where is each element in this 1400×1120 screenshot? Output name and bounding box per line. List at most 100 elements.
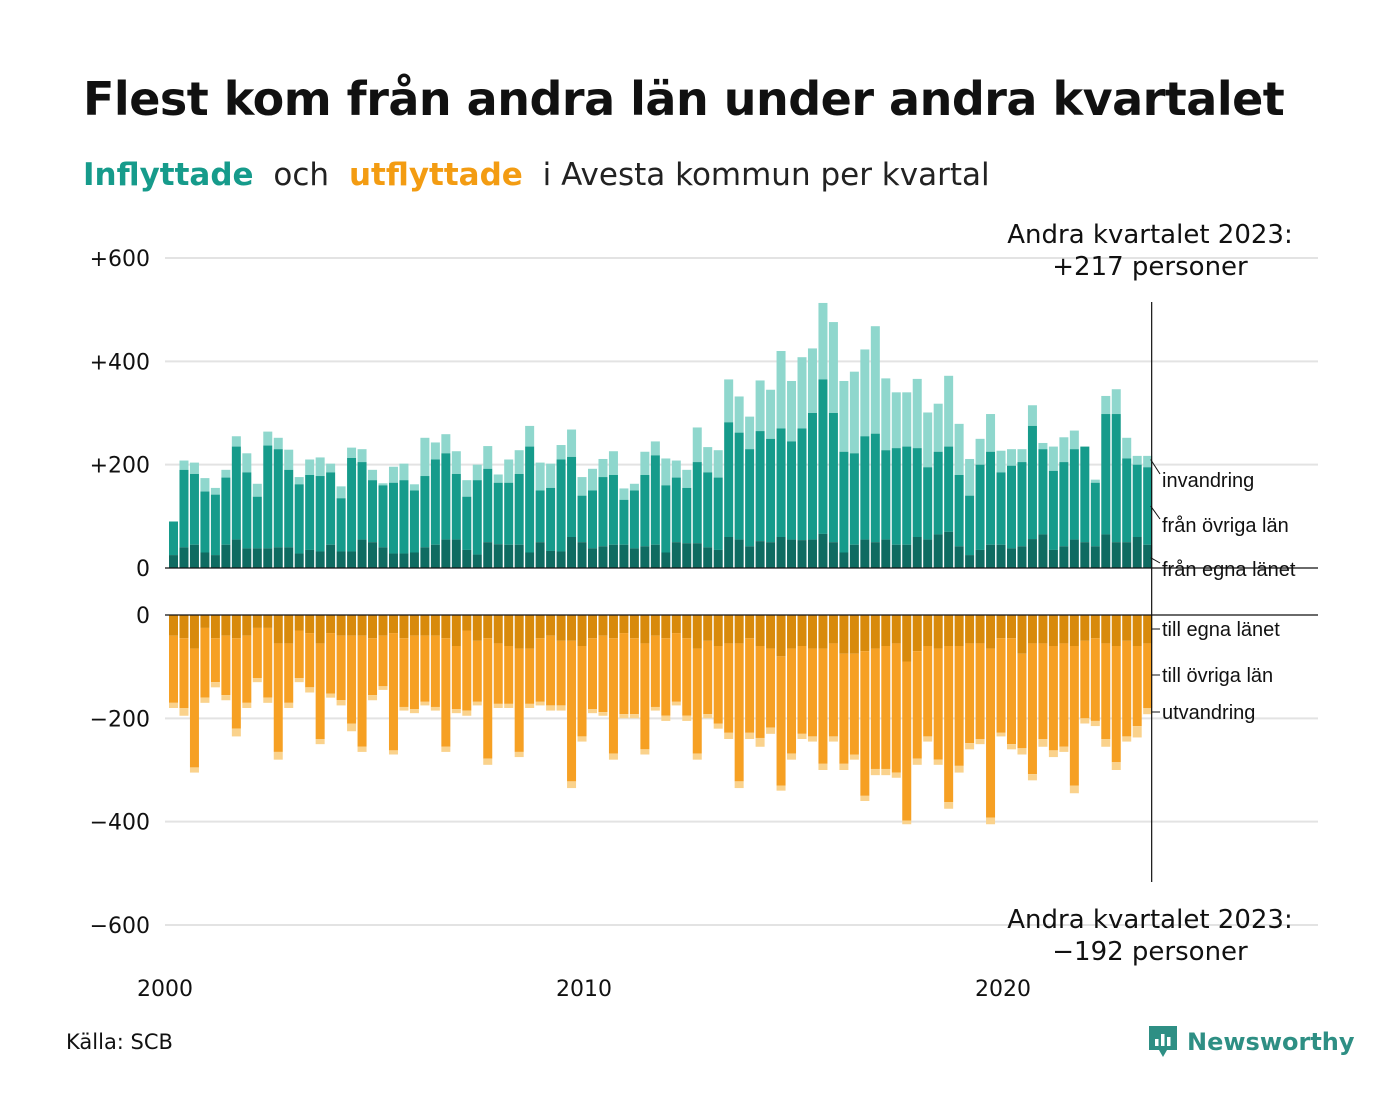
bar-out-emigration [650, 706, 660, 711]
bar-out-local [273, 615, 283, 644]
bar-out-emigration [504, 703, 514, 708]
bar-out-domestic [284, 643, 294, 703]
bar-in-domestic [682, 487, 692, 544]
bar-in-domestic [231, 446, 241, 540]
bar-in-immigration [755, 380, 765, 432]
bar-in-immigration [713, 450, 723, 478]
bar-out-local [776, 615, 786, 657]
bar-in-immigration [870, 326, 880, 434]
bar-out-emigration [1038, 739, 1048, 747]
bar-in-immigration [221, 469, 231, 478]
bar-in-local [996, 544, 1006, 568]
y-tick-label: −400 [90, 811, 150, 836]
bar-in-domestic [650, 455, 660, 545]
bar-in-local [336, 551, 346, 568]
bar-out-emigration [577, 736, 587, 742]
bar-out-local [420, 615, 430, 636]
bar-out-emigration [661, 715, 671, 721]
bar-out-local [567, 615, 577, 641]
bar-out-local [755, 615, 765, 646]
bar-in-immigration [588, 468, 597, 491]
bar-out-local [891, 615, 901, 644]
bar-out-emigration [472, 701, 482, 706]
bar-out-local [807, 615, 817, 649]
bar-out-local [294, 615, 304, 631]
bar-in-local [1111, 542, 1121, 568]
bar-out-emigration [430, 706, 440, 711]
bar-in-immigration [535, 462, 545, 491]
bar-out-emigration [189, 767, 199, 773]
bar-out-local [326, 615, 336, 634]
bar-in-local [724, 537, 734, 568]
bar-out-domestic [912, 651, 922, 759]
bar-in-domestic [263, 445, 273, 549]
bar-out-emigration [483, 758, 493, 765]
bar-in-domestic [1027, 425, 1037, 540]
bar-out-emigration [1007, 744, 1016, 750]
bar-in-immigration [577, 477, 587, 496]
bar-out-emigration [912, 758, 922, 765]
bar-out-emigration [797, 733, 807, 739]
bar-in-local [912, 537, 922, 568]
bar-out-domestic [441, 638, 451, 747]
bar-out-domestic [221, 635, 231, 696]
bar-out-local [315, 615, 325, 644]
bar-out-domestic [734, 643, 744, 782]
bar-out-local [504, 615, 514, 646]
bar-out-domestic [671, 633, 681, 702]
bar-out-local [1038, 615, 1048, 644]
bar-in-immigration [1059, 437, 1069, 463]
series-label-out: till egna länet [1162, 619, 1280, 641]
bar-in-domestic [368, 480, 378, 543]
bar-in-immigration [818, 302, 828, 380]
bar-in-immigration [242, 453, 252, 473]
bar-out-emigration [598, 712, 608, 716]
bar-in-local [1101, 534, 1111, 568]
bar-out-local [619, 615, 629, 634]
bar-in-local [619, 544, 629, 568]
bar-out-local [703, 615, 713, 641]
bar-in-domestic [409, 490, 419, 553]
bar-in-domestic [305, 475, 315, 550]
grid-lines [165, 257, 1318, 926]
bar-out-local [221, 615, 231, 636]
bar-out-domestic [598, 635, 608, 713]
bar-in-immigration [305, 459, 315, 475]
bar-in-immigration [514, 450, 524, 474]
bar-out-domestic [210, 638, 220, 683]
bar-in-domestic [588, 490, 597, 549]
bar-in-domestic [881, 450, 891, 540]
bar-out-emigration [284, 702, 294, 708]
bar-in-domestic [567, 456, 577, 537]
bar-in-domestic [546, 487, 556, 551]
bar-in-immigration [567, 429, 577, 457]
y-tick-label: −200 [90, 707, 150, 732]
bar-in-domestic [1111, 414, 1121, 543]
bar-in-local [1080, 542, 1090, 568]
bar-out-domestic [787, 648, 797, 754]
bar-out-local [724, 615, 734, 644]
bar-in-local [326, 544, 336, 568]
bar-in-immigration [923, 412, 933, 468]
bar-in-domestic [504, 482, 514, 545]
bar-out-emigration [451, 709, 461, 714]
bar-in-domestic [944, 446, 954, 532]
bar-in-immigration [787, 380, 797, 442]
bar-out-local [430, 615, 440, 636]
bar-out-local [912, 615, 922, 652]
bar-out-domestic [986, 648, 996, 818]
bar-out-domestic [273, 643, 283, 752]
bar-out-domestic [179, 638, 189, 708]
bar-out-local [682, 615, 692, 639]
bar-out-local [944, 615, 954, 646]
bar-in-local [640, 546, 650, 568]
bar-out-domestic [996, 638, 1006, 733]
bar-out-emigration [347, 723, 357, 732]
bar-in-local [965, 555, 975, 568]
bar-in-domestic [1059, 462, 1069, 547]
bar-out-local [305, 615, 315, 634]
bar-out-emigration [294, 678, 304, 683]
bar-out-domestic [891, 643, 901, 773]
bar-in-immigration [839, 380, 849, 452]
bar-out-local [839, 615, 849, 654]
